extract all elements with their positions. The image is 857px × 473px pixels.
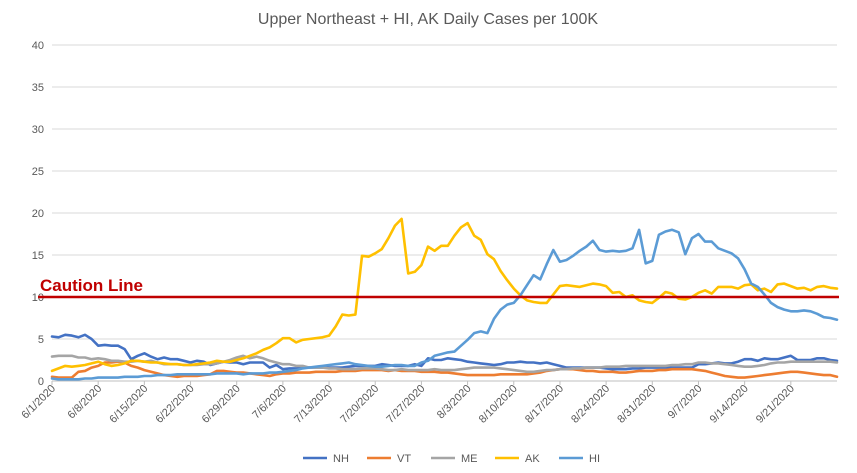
series-line-nh (50, 333, 839, 371)
caution-line-group: Caution Line (38, 276, 839, 299)
y-tick-label: 15 (32, 250, 44, 262)
y-tick-label: 10 (32, 292, 44, 304)
x-tick-label: 7/13/2020 (292, 383, 335, 426)
y-tick-label: 40 (32, 40, 44, 52)
y-tick-label: 35 (32, 82, 44, 94)
series-lines (50, 217, 839, 381)
x-axis: 6/1/2020 6/8/2020 6/15/2020 6/22/2020 6/29/2… (19, 381, 797, 426)
series-line-hi (50, 228, 839, 381)
y-tick-label: 0 (38, 376, 44, 388)
gridlines (52, 44, 837, 382)
x-tick-label: 8/31/2020 (615, 383, 658, 426)
x-tick-label: 6/1/2020 (19, 383, 58, 422)
legend-label-nh: NH (333, 453, 349, 465)
series-line-ak (50, 217, 839, 373)
x-tick-label: 8/17/2020 (523, 383, 566, 426)
x-tick-label: 9/7/2020 (666, 383, 705, 422)
caution-line-label: Caution Line (40, 276, 143, 295)
y-tick-label: 5 (38, 334, 44, 346)
series-line-vt (50, 360, 839, 379)
legend-label-vt: VT (397, 453, 411, 465)
y-axis: 0 5 10 15 20 25 30 35 40 (32, 40, 44, 388)
x-tick-label: 9/14/2020 (708, 383, 751, 426)
y-tick-label: 20 (32, 208, 44, 220)
x-tick-label: 8/10/2020 (477, 383, 520, 426)
x-tick-label: 6/15/2020 (107, 383, 150, 426)
legend-label-me: ME (461, 453, 478, 465)
x-tick-label: 7/27/2020 (384, 383, 427, 426)
y-tick-label: 30 (32, 124, 44, 136)
chart-title: Upper Northeast + HI, AK Daily Cases per… (258, 11, 598, 28)
legend: NH VT ME AK HI (303, 453, 600, 465)
x-tick-label: 7/20/2020 (338, 383, 381, 426)
legend-label-hi: HI (589, 453, 600, 465)
x-tick-label: 8/24/2020 (569, 383, 612, 426)
x-tick-label: 6/29/2020 (200, 383, 243, 426)
x-tick-label: 6/8/2020 (66, 383, 105, 422)
x-tick-label: 6/22/2020 (154, 383, 197, 426)
x-tick-label: 9/21/2020 (754, 383, 797, 426)
x-tick-label: 7/6/2020 (250, 383, 289, 422)
x-tick-label: 8/3/2020 (435, 383, 474, 422)
legend-label-ak: AK (525, 453, 540, 465)
y-tick-label: 25 (32, 166, 44, 178)
